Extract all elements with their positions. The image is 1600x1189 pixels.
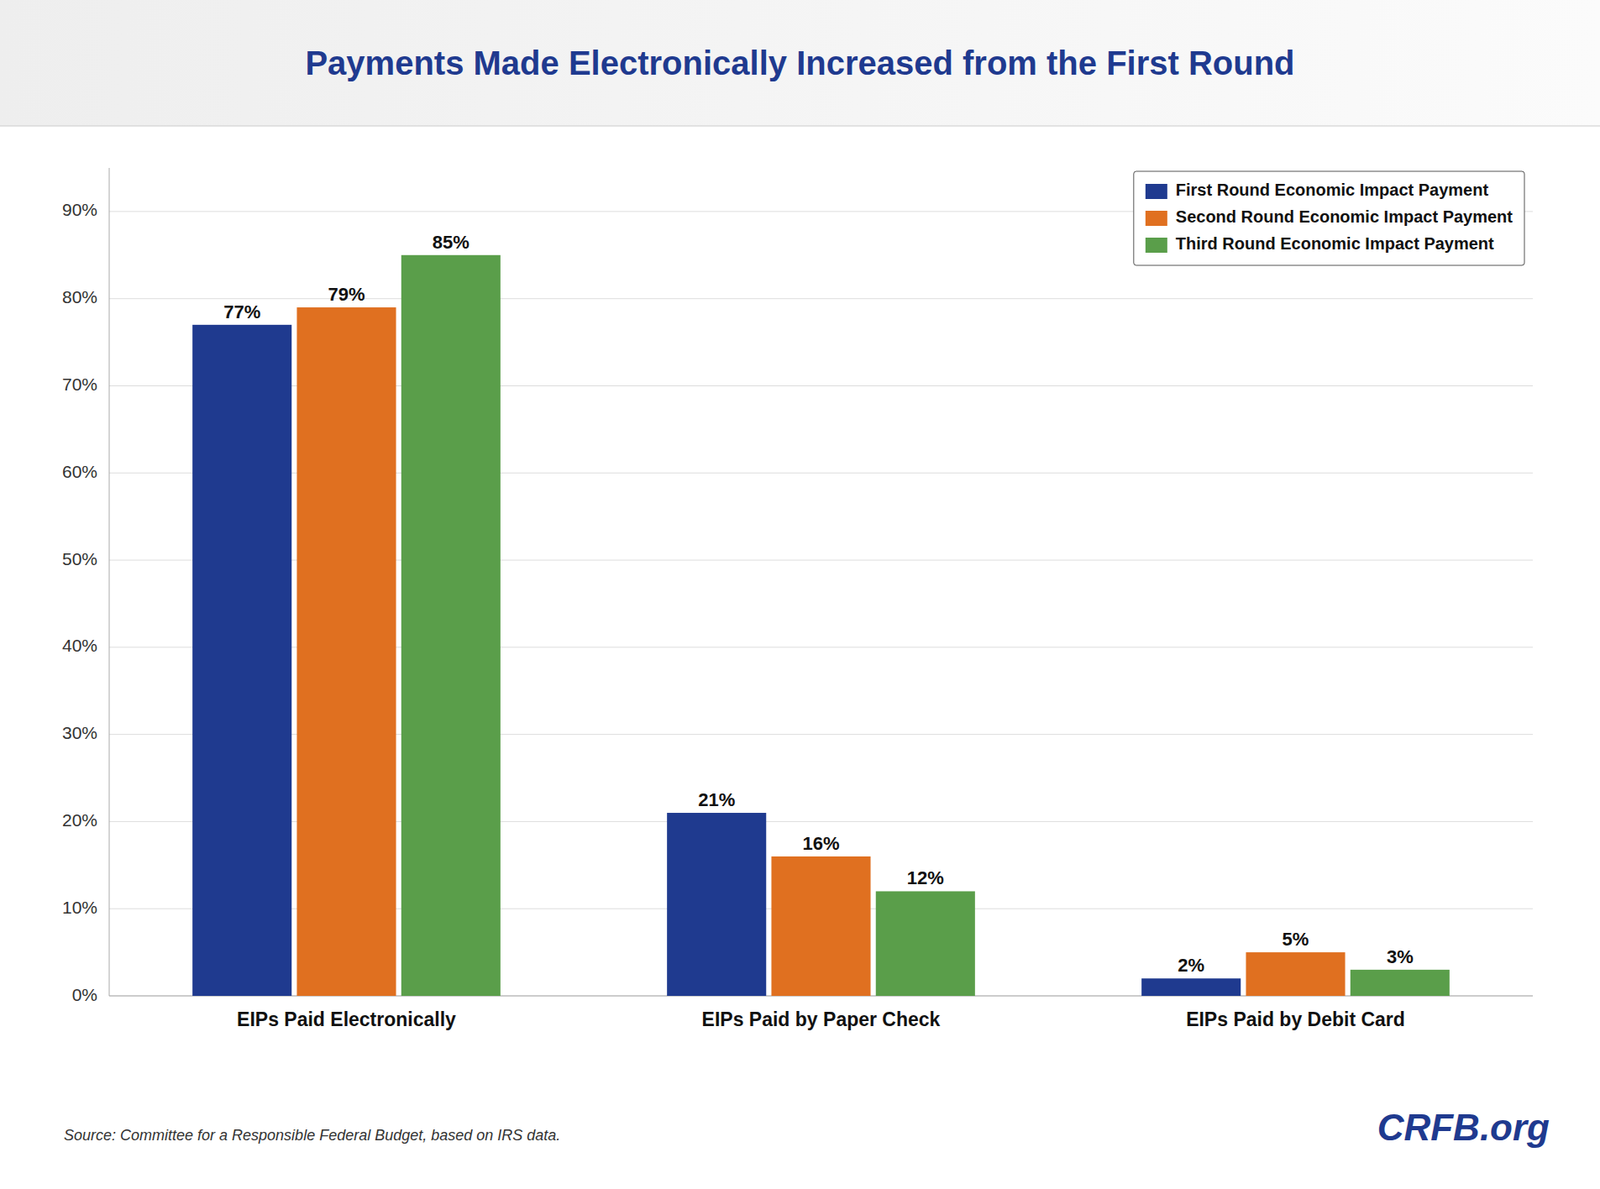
bar <box>1245 952 1345 997</box>
legend-swatch <box>1145 210 1168 226</box>
legend-swatch <box>1145 237 1168 253</box>
data-label: 12% <box>907 867 945 889</box>
title: Payments Made Electronically Increased f… <box>304 44 1295 82</box>
x-tick-label: EIPs Paid Electronically <box>236 1008 457 1031</box>
x-tick-label: EIPs Paid by Paper Check <box>702 1008 941 1031</box>
legend-frame <box>1133 171 1525 266</box>
legend-label: First Round Economic Impact Payment <box>1175 180 1490 200</box>
data-label: 16% <box>802 833 840 855</box>
data-label: 77% <box>223 301 261 323</box>
bar <box>666 813 766 997</box>
bar <box>296 307 396 997</box>
y-tick-label: 0% <box>72 985 98 1005</box>
y-tick-label: 40% <box>62 635 98 656</box>
legend-swatch <box>1145 183 1168 200</box>
y-axis-line <box>109 167 111 997</box>
legend-label: Third Round Economic Impact Payment <box>1175 234 1495 253</box>
y-tick-label: 30% <box>62 723 98 743</box>
chart: Payments Made Electronically Increased f… <box>0 0 1600 1189</box>
grid <box>109 211 1533 997</box>
legend-label: Second Round Economic Impact Payment <box>1175 207 1514 226</box>
y-tick-label: 10% <box>62 897 98 918</box>
brand-text: CRFB.org <box>1377 1106 1550 1149</box>
data-label: 3% <box>1386 946 1414 968</box>
bar <box>771 856 871 997</box>
data-label: 79% <box>327 283 365 305</box>
data-label: 5% <box>1282 928 1310 950</box>
x-tick-label: EIPs Paid by Debit Card <box>1185 1008 1406 1031</box>
bar <box>1141 978 1241 997</box>
data-label: 2% <box>1177 954 1205 976</box>
y-tick-label: 20% <box>62 810 98 830</box>
bar <box>876 891 976 997</box>
bar <box>1350 970 1450 997</box>
y-tick-label: 90% <box>62 199 98 220</box>
bar <box>401 255 501 997</box>
y-tick-label: 70% <box>62 374 98 394</box>
header-separator <box>0 125 1600 126</box>
bars <box>192 255 1450 997</box>
source-note: Source: Committee for a Responsible Fede… <box>63 1127 561 1144</box>
data-label: 85% <box>432 231 470 253</box>
data-label: 21% <box>697 789 735 811</box>
y-tick-label: 80% <box>62 287 98 307</box>
bar <box>192 325 292 997</box>
data-labels: 77% 21% 2% 79% 16% 5% 85% 12% 3% <box>223 231 1414 976</box>
header-band <box>0 0 1600 126</box>
grid-line <box>109 298 1533 300</box>
legend: First Round Economic Impact Payment Secon… <box>1133 171 1525 266</box>
y-tick-label: 60% <box>62 461 98 482</box>
y-tick-label: 50% <box>62 549 98 569</box>
